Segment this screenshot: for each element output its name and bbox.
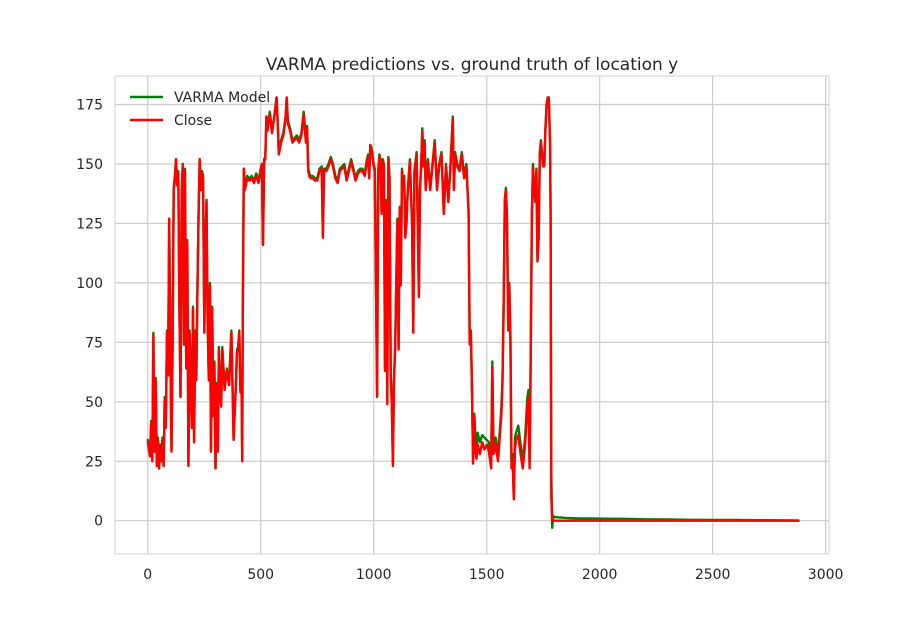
series-layer [146, 96, 800, 529]
y-tick-label: 75 [85, 335, 103, 351]
legend: VARMA Model Close [130, 90, 270, 129]
legend-label: Close [174, 113, 212, 129]
y-tick-label: 100 [76, 276, 103, 292]
y-tick-label: 125 [76, 216, 103, 232]
x-tick-label: 0 [143, 567, 152, 583]
legend-label: VARMA Model [174, 90, 270, 106]
y-tick-label: 0 [94, 514, 103, 530]
x-tick-label: 2500 [695, 567, 731, 583]
y-tick-label: 150 [76, 157, 103, 173]
y-tick-label: 25 [85, 454, 103, 470]
x-tick-label: 500 [247, 567, 274, 583]
tick-labels: 0 500 1000 1500 2000 2500 3000 0 25 50 75 100 125 150… [76, 98, 843, 583]
x-tick-label: 3000 [808, 567, 844, 583]
x-tick-label: 1000 [356, 567, 392, 583]
y-tick-label: 50 [85, 395, 103, 411]
y-tick-label: 175 [76, 98, 103, 114]
grid [115, 76, 829, 554]
series-line-close [146, 96, 800, 522]
plot-frame [114, 75, 830, 555]
x-tick-label: 1500 [469, 567, 505, 583]
x-tick-label: 2000 [582, 567, 618, 583]
chart-title: VARMA predictions vs. ground truth of lo… [266, 55, 679, 75]
